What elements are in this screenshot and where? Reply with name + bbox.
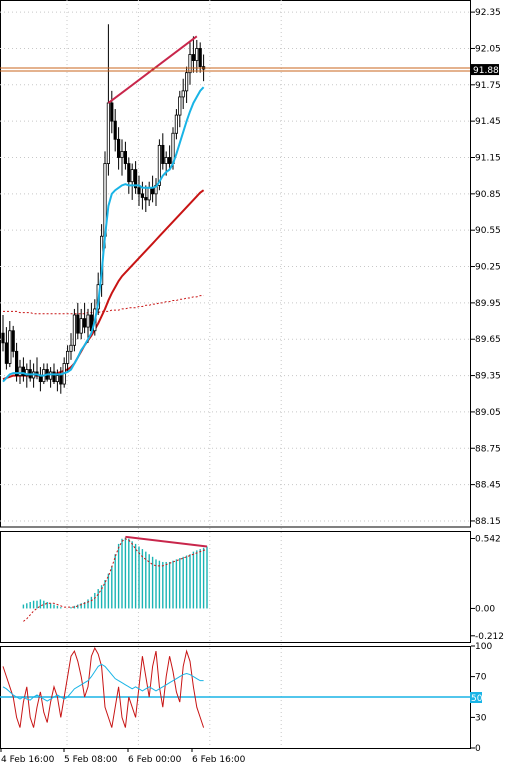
candle-body bbox=[184, 72, 189, 92]
time-tick-label: 5 Feb 08:00 bbox=[64, 755, 118, 765]
candle-body bbox=[52, 371, 56, 383]
price-tick-label: 91.45 bbox=[475, 117, 501, 127]
candle-body bbox=[110, 102, 114, 122]
candle-body bbox=[147, 187, 151, 201]
price-tick-label: 90.85 bbox=[475, 190, 501, 200]
candle-body bbox=[11, 330, 15, 352]
time-tick-label: 6 Feb 16:00 bbox=[192, 755, 246, 765]
candle-body bbox=[1, 332, 5, 344]
candle-body bbox=[86, 314, 90, 328]
candle-body bbox=[164, 157, 168, 164]
rsi-level-tag bbox=[470, 692, 482, 703]
price-tick-label: 92.35 bbox=[475, 8, 501, 18]
price-divergence-line bbox=[107, 35, 198, 104]
rsi-tick-label: 30 bbox=[475, 713, 487, 723]
price-tick-label: 89.35 bbox=[475, 372, 501, 382]
candle-body bbox=[140, 193, 144, 198]
price-panel-frame bbox=[0, 0, 471, 528]
price-tick-label: 88.15 bbox=[475, 517, 501, 527]
candle-body bbox=[25, 369, 29, 376]
current-price-label: 91.88 bbox=[473, 66, 499, 76]
time-tick-label: 4 Feb 16:00 bbox=[1, 755, 55, 765]
slow-ma-line bbox=[2, 189, 205, 381]
time-tick-label: 6 Feb 00:00 bbox=[128, 755, 182, 765]
candle-body bbox=[49, 371, 53, 380]
oscillator-tick-label: 0.00 bbox=[475, 604, 495, 614]
rsi-level-label: 50 bbox=[471, 694, 483, 704]
candle-body bbox=[8, 330, 12, 364]
price-tick-label: 88.75 bbox=[475, 444, 501, 454]
candle-body bbox=[21, 366, 26, 376]
price-tick-label: 89.05 bbox=[475, 408, 501, 418]
price-tick-label: 90.25 bbox=[475, 263, 501, 273]
current-price-tag bbox=[470, 64, 499, 76]
candle-body bbox=[113, 120, 117, 140]
price-tick-label: 88.45 bbox=[475, 481, 501, 491]
candle-body bbox=[198, 48, 202, 68]
candle-body bbox=[79, 318, 83, 334]
oscillator-panel-frame bbox=[0, 531, 471, 643]
candle-body bbox=[167, 157, 172, 164]
candle-body bbox=[117, 138, 121, 158]
candle-body bbox=[66, 350, 70, 364]
candle-body bbox=[55, 375, 60, 383]
price-tick-label: 92.05 bbox=[475, 44, 501, 54]
rsi-tick-label: 100 bbox=[475, 642, 492, 652]
rsi-line bbox=[2, 663, 204, 702]
candle-body bbox=[137, 187, 141, 195]
candle-body bbox=[120, 151, 124, 158]
oscillator-divergence-line bbox=[125, 535, 208, 548]
oscillator-tick-label: -0.212 bbox=[475, 632, 504, 642]
candle-body bbox=[14, 350, 19, 376]
candle-body bbox=[195, 48, 199, 61]
price-tick-label: 91.75 bbox=[475, 81, 501, 91]
oscillator-tick-label: 0.542 bbox=[475, 534, 501, 544]
candle-body bbox=[174, 114, 178, 134]
candle-body bbox=[144, 197, 148, 201]
rsi-tick-label: 70 bbox=[475, 673, 487, 683]
candle-body bbox=[123, 151, 127, 164]
candle-body bbox=[161, 144, 165, 164]
candle-body bbox=[83, 318, 87, 328]
candle-body bbox=[181, 90, 185, 98]
candle-body bbox=[69, 344, 73, 352]
price-tick-label: 90.55 bbox=[475, 226, 501, 236]
rsi-tick-label: 0 bbox=[475, 744, 481, 754]
candle-body bbox=[157, 144, 161, 186]
candle-body bbox=[133, 169, 138, 189]
price-tick-label: 89.65 bbox=[475, 335, 501, 345]
candle-body bbox=[72, 314, 76, 346]
candle-body bbox=[106, 102, 110, 164]
candle-body bbox=[18, 366, 22, 376]
candle-body bbox=[4, 342, 8, 364]
candle-body bbox=[130, 169, 134, 183]
stoch-line bbox=[2, 646, 205, 728]
candle-body bbox=[178, 96, 182, 116]
fast-ma-line bbox=[2, 86, 205, 383]
price-tick-label: 91.15 bbox=[475, 153, 501, 163]
oscillator-signal-line bbox=[23, 538, 208, 622]
candle-body bbox=[59, 375, 63, 385]
candle-body bbox=[76, 314, 80, 334]
candle-body bbox=[127, 163, 131, 183]
price-tick-label: 89.95 bbox=[475, 299, 501, 309]
candle-body bbox=[188, 54, 192, 74]
candle-body bbox=[191, 54, 195, 61]
